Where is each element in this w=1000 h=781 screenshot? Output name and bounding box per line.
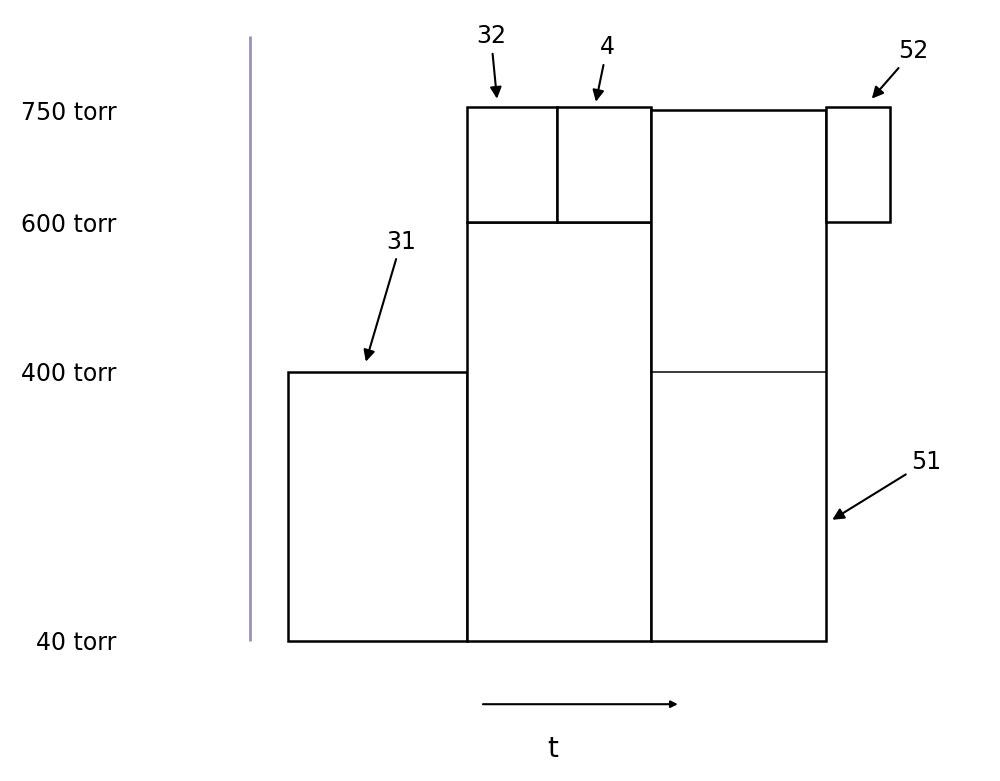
Text: 51: 51: [834, 450, 941, 519]
Bar: [467, 223, 651, 640]
Text: 32: 32: [476, 24, 506, 96]
Bar: [651, 110, 826, 640]
Bar: [467, 107, 557, 223]
Text: 52: 52: [873, 39, 928, 97]
Bar: [288, 372, 467, 640]
Bar: [557, 107, 651, 223]
Text: 4: 4: [594, 35, 615, 99]
Text: t: t: [547, 735, 558, 763]
Bar: [826, 107, 890, 223]
Text: 31: 31: [365, 230, 416, 359]
